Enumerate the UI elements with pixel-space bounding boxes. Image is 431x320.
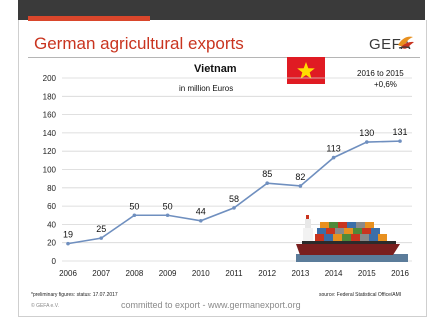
chart-unit-label: in million Euros <box>179 84 234 93</box>
data-point <box>165 213 170 218</box>
copyright: © GEFA e.V. <box>31 303 59 309</box>
data-label: 58 <box>229 194 239 204</box>
data-point <box>298 184 303 188</box>
data-label: 50 <box>129 201 139 211</box>
chart-title: Vietnam <box>194 63 237 75</box>
x-tick-label: 2016 <box>391 269 409 278</box>
x-tick-label: 2013 <box>292 269 310 278</box>
data-label: 130 <box>359 128 374 138</box>
x-tick-label: 2006 <box>59 269 77 278</box>
y-tick-label: 0 <box>52 257 57 266</box>
y-tick-label: 180 <box>43 92 57 101</box>
data-label: 25 <box>96 224 106 234</box>
slide-panel <box>18 20 427 317</box>
x-tick-label: 2009 <box>159 269 177 278</box>
y-tick-label: 20 <box>47 239 56 248</box>
data-label: 82 <box>295 172 305 182</box>
y-tick-label: 160 <box>43 111 57 120</box>
y-tick-label: 60 <box>47 202 56 211</box>
comparison-value: +0,6% <box>374 80 397 89</box>
data-label: 50 <box>163 201 173 211</box>
data-point <box>199 218 203 223</box>
footer-slogan: committed to export - www.germanexport.o… <box>121 300 301 310</box>
top-bar <box>18 0 425 20</box>
data-point <box>331 155 336 160</box>
y-tick-label: 120 <box>43 147 57 156</box>
data-label: 44 <box>196 207 206 217</box>
gefa-logo-icon <box>398 36 414 49</box>
data-point <box>265 181 270 186</box>
x-tick-label: 2011 <box>225 269 243 278</box>
x-tick-label: 2010 <box>192 269 210 278</box>
x-tick-label: 2008 <box>126 269 144 278</box>
data-label: 19 <box>63 230 73 240</box>
y-tick-label: 40 <box>47 220 56 229</box>
y-tick-label: 140 <box>43 129 57 138</box>
x-tick-label: 2015 <box>358 269 376 278</box>
vietnam-flag-icon <box>287 57 325 84</box>
data-label: 131 <box>392 127 407 137</box>
data-point <box>398 139 402 143</box>
y-tick-label: 80 <box>47 184 56 193</box>
data-point <box>365 140 369 144</box>
y-tick-label: 200 <box>43 74 57 83</box>
container-ship-icon <box>296 215 408 262</box>
top-accent-bar <box>28 16 150 21</box>
data-point <box>66 241 70 246</box>
source-note: source: Federal Statistical Office/AMI <box>319 292 402 298</box>
y-tick-label: 100 <box>43 166 57 175</box>
data-point <box>99 236 103 240</box>
data-label: 85 <box>262 169 272 179</box>
title-divider <box>28 57 420 58</box>
data-point <box>232 206 236 210</box>
x-tick-label: 2014 <box>325 269 343 278</box>
data-label: 113 <box>326 144 340 154</box>
x-tick-label: 2012 <box>258 269 276 278</box>
page-title: German agricultural exports <box>34 34 244 53</box>
footnote: *preliminary figures: status: 17.07.2017 <box>31 292 118 298</box>
x-tick-label: 2007 <box>92 269 110 278</box>
brand-name: GEFA <box>369 36 412 53</box>
data-point <box>132 213 137 218</box>
comparison-label: 2016 to 2015 <box>357 69 404 78</box>
